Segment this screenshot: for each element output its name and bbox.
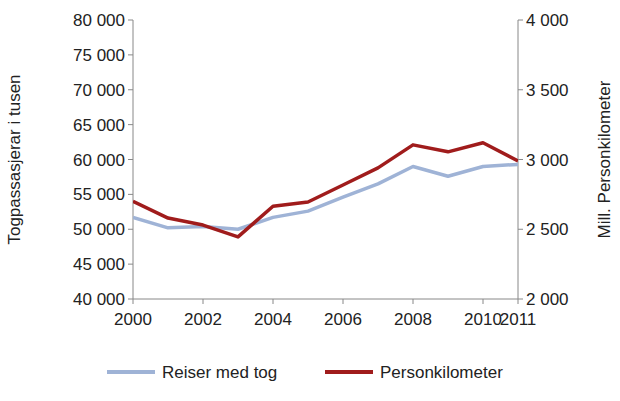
legend-label: Personkilometer xyxy=(380,363,503,382)
x-tick xyxy=(483,299,484,304)
y-tick xyxy=(128,124,133,125)
y-tick xyxy=(128,194,133,195)
series-line xyxy=(133,164,518,229)
y2-tick-label: 3 000 xyxy=(526,151,569,170)
y-tick-label: 60 000 xyxy=(73,151,125,170)
chart: 40 000 45 000 50 000 55 000 60 000 65 000 70 0… xyxy=(0,0,620,401)
y2-tick xyxy=(518,89,523,90)
x-tick xyxy=(413,299,414,304)
x-tick-label: 2002 xyxy=(184,310,222,329)
legend-swatch xyxy=(107,370,155,374)
y-tick xyxy=(128,299,133,300)
x-tick-label: 2000 xyxy=(114,310,152,329)
x-tick xyxy=(343,299,344,304)
y-tick-label: 55 000 xyxy=(73,185,125,204)
legend-swatch xyxy=(325,370,373,374)
x-tick-label: 2010 xyxy=(464,310,502,329)
x-tick-label: 2004 xyxy=(254,310,292,329)
x-tick xyxy=(518,299,519,304)
y-axis-title: Togpassasjerar i tusen xyxy=(5,74,24,244)
y-tick-label: 70 000 xyxy=(73,81,125,100)
y2-tick-label: 2 500 xyxy=(526,220,569,239)
y-tick xyxy=(128,229,133,230)
y-tick-label: 45 000 xyxy=(73,255,125,274)
y-tick xyxy=(128,54,133,55)
y-tick xyxy=(128,20,133,21)
y2-tick xyxy=(518,159,523,160)
y-tick-label: 50 000 xyxy=(73,220,125,239)
y-tick-label: 75 000 xyxy=(73,46,125,65)
legend-label: Reiser med tog xyxy=(162,363,277,382)
plot-area xyxy=(133,143,518,237)
x-tick xyxy=(273,299,274,304)
x-axis xyxy=(133,299,518,300)
y2-tick xyxy=(518,299,523,300)
x-tick-label: 2011 xyxy=(500,310,537,329)
series-line xyxy=(133,143,518,237)
y-tick-label: 65 000 xyxy=(73,116,125,135)
x-tick xyxy=(203,299,204,304)
y2-axis-title: Mill. Personkilometer xyxy=(595,80,614,238)
y2-tick-label: 2 000 xyxy=(526,290,569,309)
x-tick-label: 2008 xyxy=(394,310,432,329)
x-tick xyxy=(133,299,134,304)
y2-tick xyxy=(518,20,523,21)
y-tick xyxy=(128,264,133,265)
y-tick xyxy=(128,89,133,90)
y-tick xyxy=(128,159,133,160)
y-tick-label: 40 000 xyxy=(73,290,125,309)
x-tick-label: 2006 xyxy=(324,310,362,329)
y2-tick xyxy=(518,229,523,230)
y2-tick-label: 4 000 xyxy=(526,11,569,30)
y-tick-label: 80 000 xyxy=(73,11,125,30)
y2-tick-label: 3 500 xyxy=(526,81,569,100)
